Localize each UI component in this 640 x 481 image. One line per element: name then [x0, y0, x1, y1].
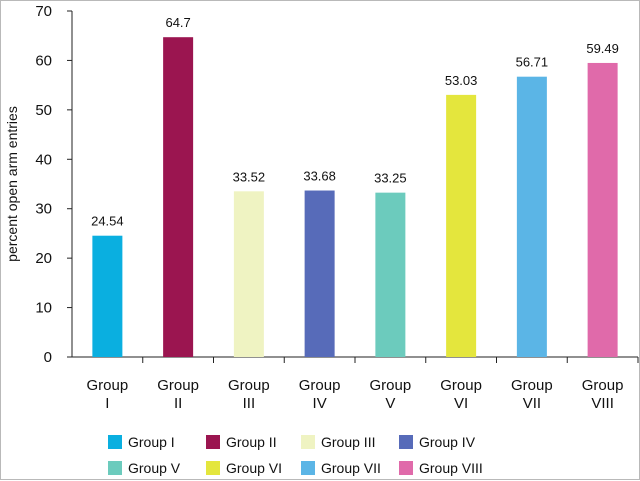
x-tick-label: Group	[511, 377, 553, 394]
data-label: 59.49	[586, 41, 619, 56]
bar	[587, 62, 618, 357]
x-tick-label: VI	[454, 395, 468, 412]
legend-label: Group II	[226, 434, 277, 450]
legend-swatch	[108, 435, 122, 449]
bar	[304, 190, 335, 357]
legend-label: Group I	[128, 434, 175, 450]
legend-label: Group VIII	[419, 460, 483, 476]
y-axis-title: percent open arm entries	[4, 106, 20, 262]
bar	[163, 37, 194, 357]
y-axis-title-group: percent open arm entries	[4, 106, 20, 262]
y-tick-label: 40	[35, 151, 52, 168]
x-tick-label: VIII	[591, 395, 614, 412]
x-tick-label: Group	[299, 377, 341, 394]
y-tick-label: 10	[35, 300, 52, 317]
bar	[92, 235, 123, 357]
x-labels: GroupIGroupIIGroupIIIGroupIVGroupVGroupV…	[87, 377, 624, 412]
legend-label: Group VII	[321, 460, 381, 476]
legend-label: Group V	[128, 460, 181, 476]
x-tick-label: Group	[582, 377, 624, 394]
x-tick-label: II	[174, 395, 182, 412]
bars	[92, 37, 618, 358]
data-label: 33.68	[303, 169, 336, 184]
legend-swatch	[399, 461, 413, 475]
legend-swatch	[301, 435, 315, 449]
x-tick-label: V	[385, 395, 395, 412]
x-tick-label: VII	[523, 395, 541, 412]
x-tick-label: Group	[87, 377, 129, 394]
data-label: 64.7	[165, 15, 190, 30]
legend-swatch	[206, 461, 220, 475]
y-ticks: 0 10 20 30 40 50 60 70	[35, 3, 72, 366]
legend-swatch	[399, 435, 413, 449]
legend-swatch	[301, 461, 315, 475]
data-label: 24.54	[91, 214, 124, 229]
data-label: 33.25	[374, 171, 407, 186]
legend-label: Group VI	[226, 460, 282, 476]
y-tick-label: 50	[35, 102, 52, 119]
x-tick-label: Group	[157, 377, 199, 394]
x-tick-label: III	[243, 395, 256, 412]
data-label: 33.52	[233, 169, 266, 184]
x-tick-label: IV	[313, 395, 327, 412]
y-tick-label: 70	[35, 3, 52, 20]
data-labels: 24.54 64.7 33.52 33.68 33.25 53.03 56.71 59.49	[91, 15, 619, 229]
legend-swatch	[206, 435, 220, 449]
legend-swatch	[108, 461, 122, 475]
bar	[516, 76, 547, 357]
y-tick-label: 0	[44, 349, 52, 366]
axes	[67, 11, 639, 363]
data-label: 56.71	[516, 55, 549, 70]
bar	[375, 192, 406, 357]
legend-label: Group III	[321, 434, 375, 450]
y-tick-label: 20	[35, 250, 52, 267]
x-tick-label: Group	[370, 377, 412, 394]
bar	[446, 94, 477, 358]
x-tick-label: Group	[228, 377, 270, 394]
legend-label: Group IV	[419, 434, 476, 450]
x-tick-label: I	[105, 395, 109, 412]
data-label: 53.03	[445, 73, 478, 88]
y-tick-label: 60	[35, 52, 52, 69]
bar	[233, 191, 264, 357]
y-tick-label: 30	[35, 201, 52, 218]
x-tick-label: Group	[440, 377, 482, 394]
legend: Group I Group II Group III Group IV Group V G…	[108, 434, 483, 476]
